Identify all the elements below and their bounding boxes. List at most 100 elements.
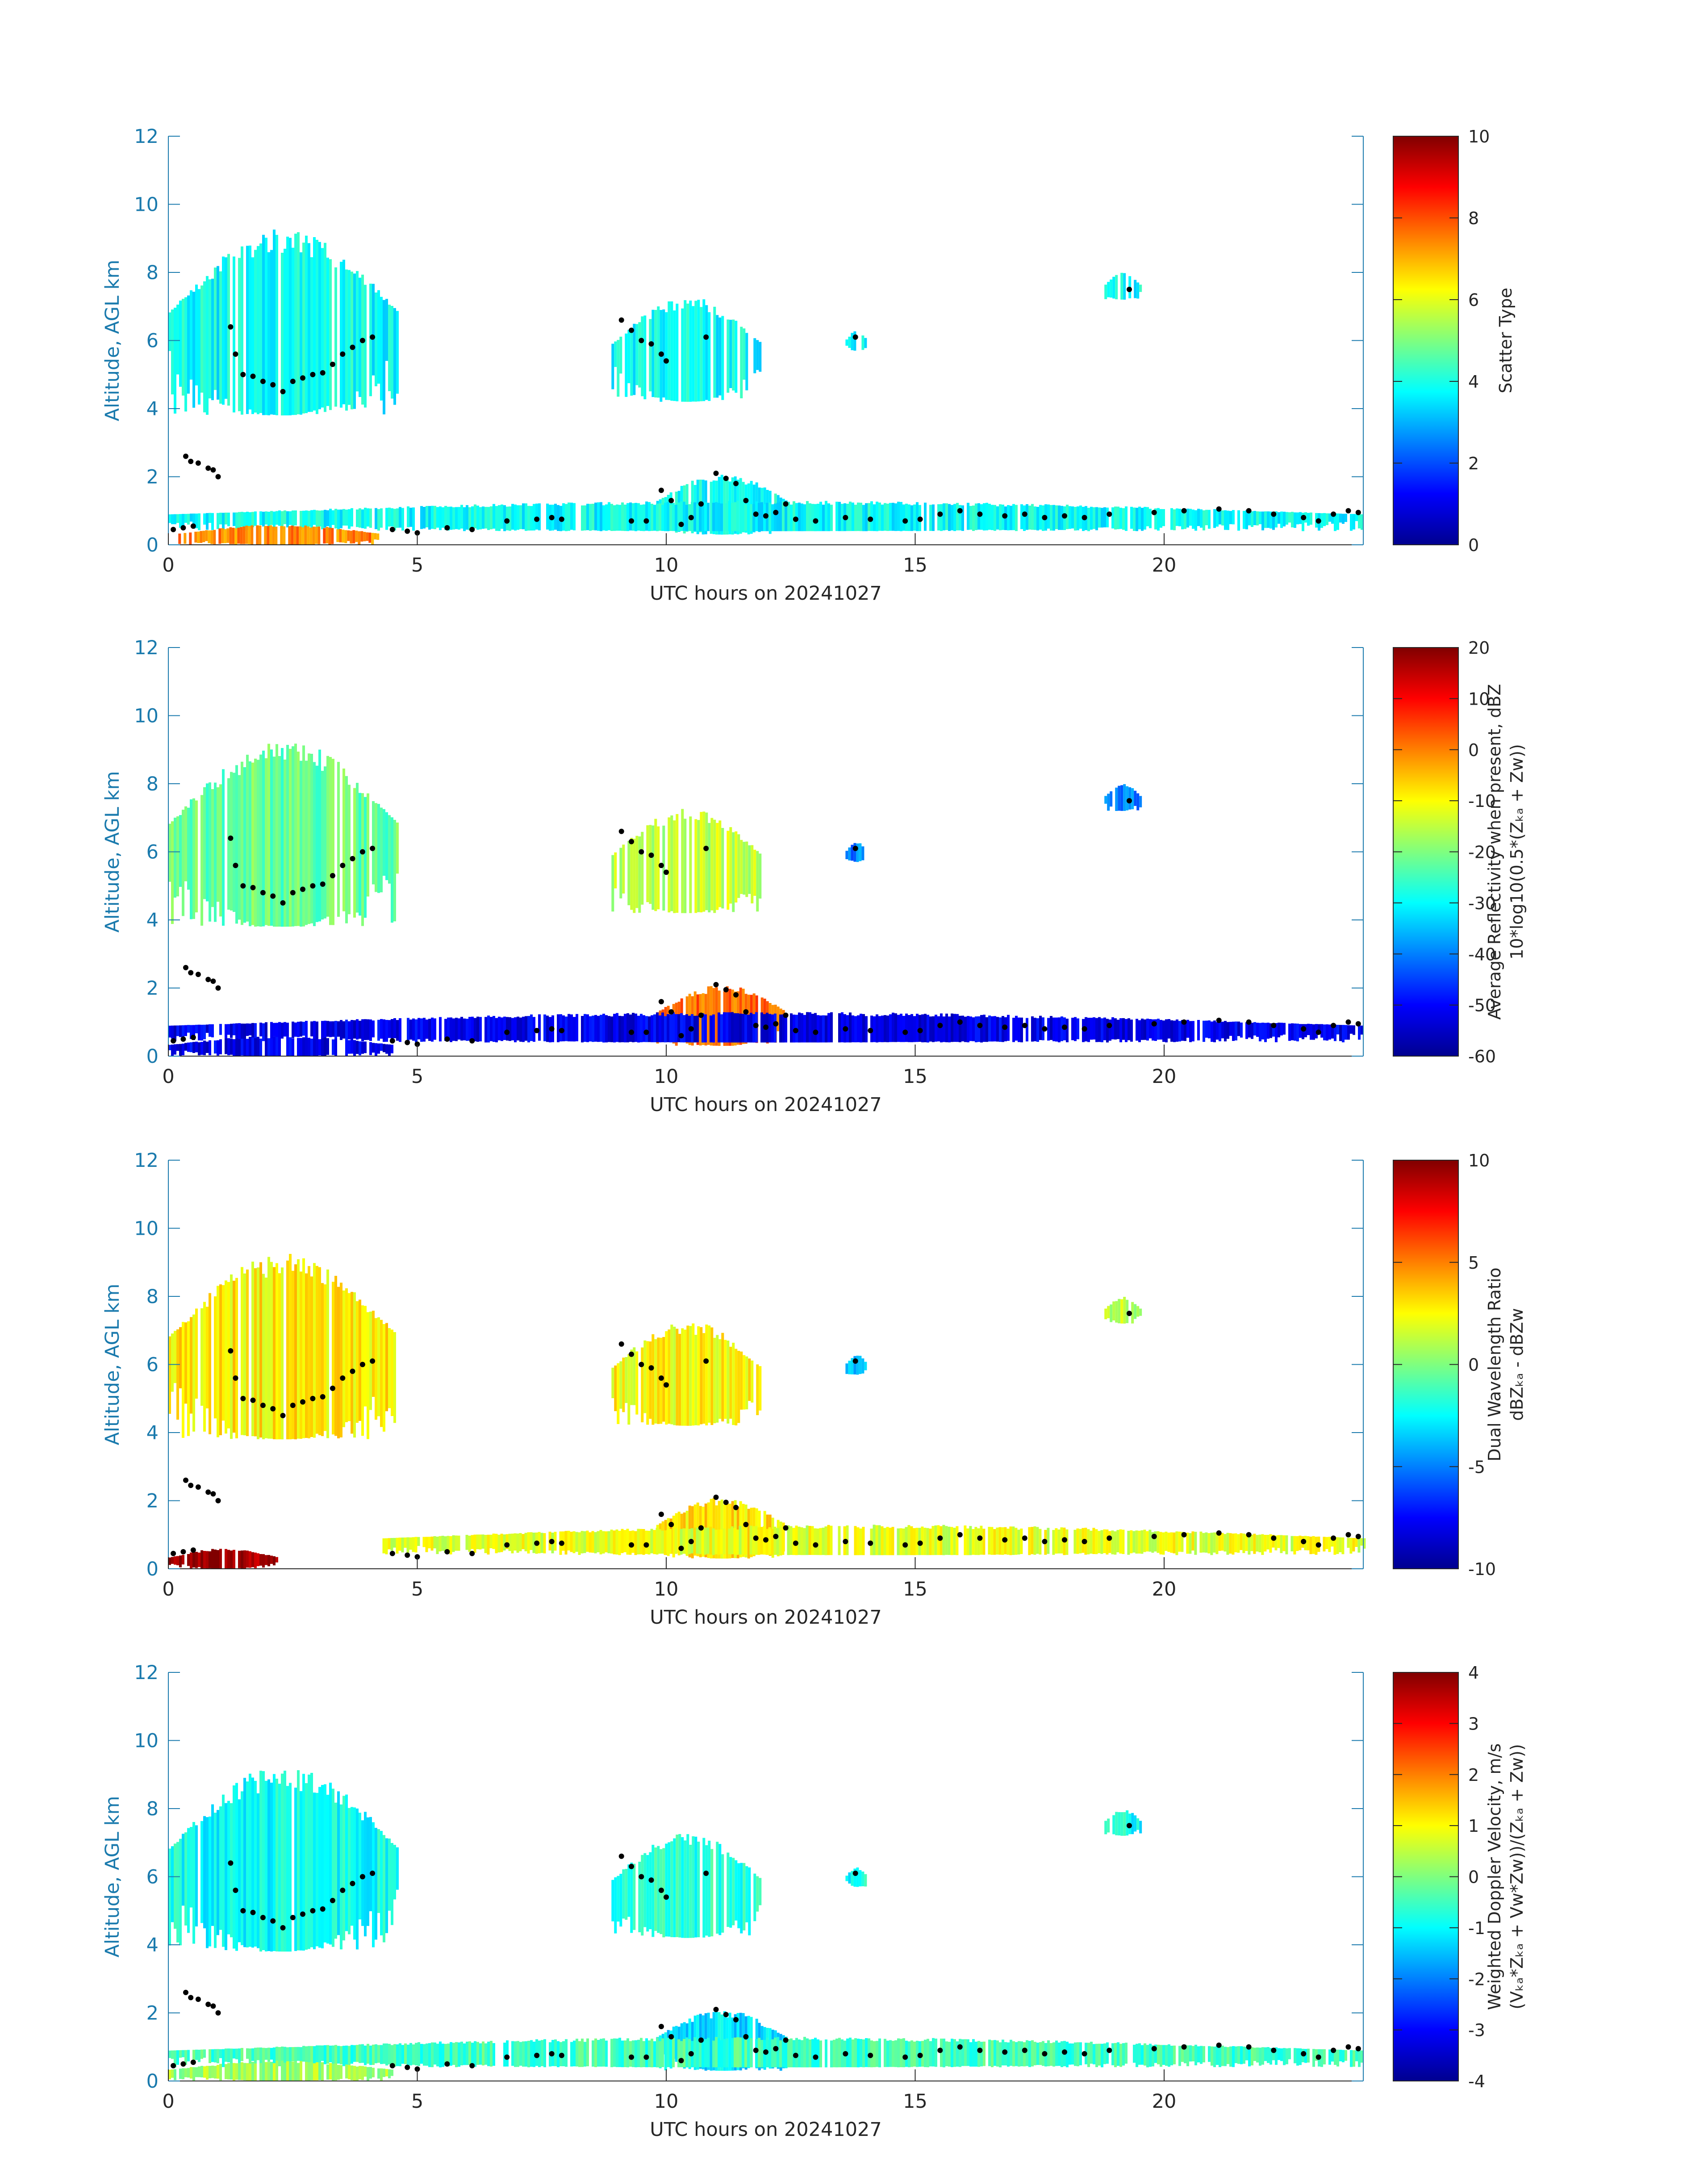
field-column [227, 1550, 230, 1569]
field-column [721, 316, 724, 400]
field-column [602, 1531, 605, 1554]
field-column [988, 2039, 991, 2066]
field-column [249, 2048, 251, 2067]
field-column [233, 1280, 235, 1433]
field-column [321, 1283, 324, 1436]
overlay-point [300, 1911, 305, 1917]
field-column [648, 2040, 651, 2068]
overlay-point [414, 530, 420, 536]
field-column [471, 1016, 474, 1040]
field-column [1296, 2048, 1299, 2066]
field-column [396, 1538, 399, 1554]
field-column [969, 2042, 972, 2067]
field-column [1307, 513, 1310, 526]
field-column [203, 1040, 206, 1055]
field-column [718, 318, 722, 396]
overlay-points [171, 1823, 1361, 2072]
y-tick-label: 6 [146, 841, 159, 864]
field-column [206, 2066, 209, 2080]
field-column [286, 1023, 289, 1041]
field-column [1111, 507, 1114, 529]
field-column [573, 1017, 576, 1042]
field-column [200, 2066, 203, 2077]
x-axis-label: UTC hours on 20241027 [650, 2119, 882, 2141]
field-column [1208, 1020, 1211, 1039]
field-column [1034, 1018, 1036, 1041]
field-column [297, 232, 300, 414]
field-column [653, 1530, 656, 1554]
field-column [1079, 506, 1082, 529]
overlay-point [233, 1375, 238, 1381]
field-column [532, 1533, 535, 1553]
field-column [1104, 1821, 1107, 1834]
field-column [1210, 1533, 1213, 1555]
overlay-point [469, 1550, 475, 1556]
field-column [635, 503, 637, 531]
field-column [1154, 508, 1157, 530]
field-column [230, 772, 233, 911]
overlay-point [723, 1500, 729, 1505]
field-column [830, 505, 833, 531]
field-column [744, 504, 747, 531]
field-column [313, 2046, 316, 2067]
field-column [375, 1828, 377, 1940]
field-column [1261, 2047, 1264, 2065]
field-column [385, 1323, 388, 1412]
field-column [565, 2039, 568, 2067]
field-column [625, 1869, 628, 1920]
field-column [364, 284, 367, 408]
overlay-points [171, 1311, 1361, 1560]
field-column [383, 809, 385, 876]
field-column [525, 503, 527, 531]
field-column [493, 504, 495, 529]
field-column [238, 1039, 241, 1056]
field-column [458, 2042, 460, 2067]
field-column [195, 1825, 198, 1926]
field-column [646, 1341, 649, 1425]
overlay-point [195, 1997, 201, 2002]
field-column [1077, 1018, 1079, 1040]
field-column [310, 257, 313, 412]
field-column [265, 1036, 267, 1056]
field-column [511, 1534, 514, 1554]
field-column [495, 506, 498, 531]
field-column [519, 505, 522, 529]
field-column [313, 2063, 316, 2081]
overlay-point [1271, 1023, 1277, 1028]
field-column [819, 2040, 822, 2068]
overlay-point [743, 497, 749, 503]
field-column [1312, 1536, 1315, 1554]
field-column [323, 528, 326, 544]
field-column [720, 503, 723, 531]
overlay-point [210, 2003, 216, 2009]
field-column [814, 2038, 817, 2068]
field-column [996, 1527, 999, 1555]
field-column [1047, 1528, 1050, 1554]
field-column [262, 1771, 265, 1950]
field-column [278, 756, 281, 927]
field-column [530, 1014, 533, 1041]
field-column [779, 1526, 782, 1555]
field-column [1123, 784, 1126, 811]
overlay-point [868, 516, 873, 522]
field-column [1058, 1017, 1061, 1043]
field-column [342, 530, 345, 543]
field-column [246, 511, 249, 530]
field-column [235, 765, 238, 924]
field-column [372, 801, 375, 885]
overlay-point [414, 2066, 420, 2072]
field-column [736, 1013, 739, 1043]
field-column [1139, 284, 1142, 292]
field-column [592, 504, 594, 531]
field-column [929, 1529, 932, 1555]
overlay-point [1216, 1017, 1222, 1023]
field-column [849, 501, 852, 531]
field-column [254, 1023, 257, 1038]
field-column [562, 503, 565, 531]
field-column [533, 504, 535, 531]
field-column [1107, 282, 1110, 297]
field-column [1119, 507, 1122, 529]
field-column [668, 301, 671, 400]
field-column [206, 1551, 209, 1569]
field-column [1320, 2049, 1323, 2067]
